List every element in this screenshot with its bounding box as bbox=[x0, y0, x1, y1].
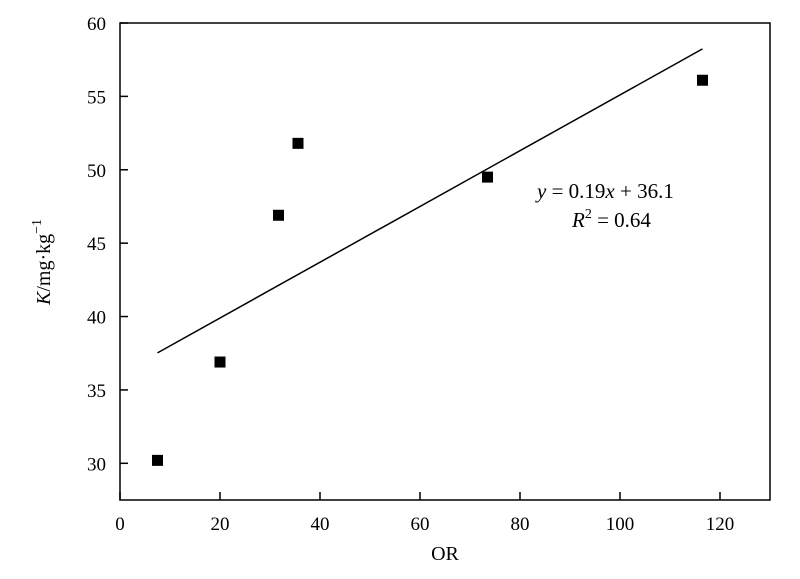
x-axis-label: OR bbox=[431, 543, 459, 565]
data-point-2 bbox=[273, 209, 284, 221]
data-point-3 bbox=[292, 137, 304, 149]
y-axis-label-symbol: K bbox=[33, 290, 55, 306]
equation-part-b: + 36.1 bbox=[615, 179, 674, 203]
y-axis-ticks: 30 35 40 45 50 55 60 bbox=[87, 14, 128, 475]
equation-x-var: x bbox=[604, 179, 615, 203]
x-tick-label-0: 0 bbox=[115, 514, 125, 535]
y-tick-label-6: 60 bbox=[87, 14, 106, 35]
x-tick-label-2: 40 bbox=[311, 514, 330, 535]
x-tick-label-1: 20 bbox=[211, 514, 230, 535]
y-axis-label: K/mg·kg−1 bbox=[30, 219, 55, 306]
data-point-1 bbox=[214, 356, 226, 368]
data-point-5 bbox=[697, 74, 708, 86]
x-tick-label-6: 120 bbox=[706, 514, 735, 535]
r-squared-var: R bbox=[571, 208, 585, 232]
x-tick-label-3: 60 bbox=[411, 514, 430, 535]
data-point-0 bbox=[152, 454, 163, 466]
y-tick-label-4: 50 bbox=[87, 161, 106, 182]
y-tick-label-1: 35 bbox=[87, 381, 106, 402]
y-axis-label-unit: /mg·kg bbox=[33, 234, 55, 292]
equation-y-var: y bbox=[535, 179, 547, 203]
x-tick-label-4: 80 bbox=[511, 514, 530, 535]
y-tick-label-5: 55 bbox=[87, 87, 106, 108]
y-tick-label-0: 30 bbox=[87, 454, 106, 475]
y-tick-label-3: 45 bbox=[87, 234, 106, 255]
x-tick-label-5: 100 bbox=[606, 514, 635, 535]
r-squared-value: = 0.64 bbox=[592, 208, 652, 232]
x-axis-ticks: 0 20 40 60 80 100 120 bbox=[115, 492, 734, 535]
plot-frame bbox=[119, 22, 771, 501]
y-tick-label-2: 40 bbox=[87, 308, 106, 329]
data-points bbox=[152, 74, 708, 466]
y-axis-label-exponent: −1 bbox=[30, 219, 45, 234]
r-squared: R2 = 0.64 bbox=[571, 207, 651, 232]
data-point-4 bbox=[482, 171, 493, 183]
r-squared-exp: 2 bbox=[585, 207, 592, 222]
equation-part-a: = 0.19 bbox=[546, 179, 605, 203]
regression-equation: y = 0.19x + 36.1 bbox=[535, 179, 674, 203]
trend-line bbox=[157, 48, 703, 354]
